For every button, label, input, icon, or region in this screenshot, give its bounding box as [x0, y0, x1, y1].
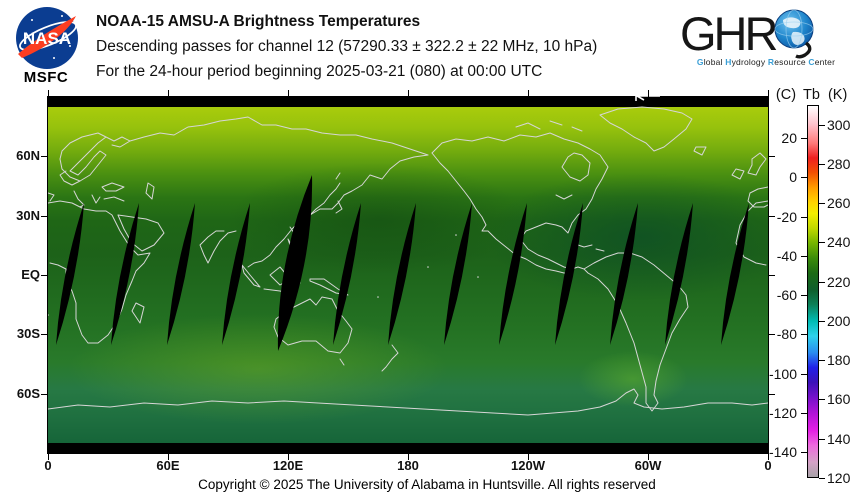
- lat-tick: [768, 334, 775, 336]
- data-gap-swath: [610, 203, 638, 345]
- lon-tick: [528, 453, 529, 460]
- kelvin-tick-label: 180: [827, 352, 851, 369]
- nasa-meatball-icon: NASA: [16, 7, 78, 69]
- lon-tick: [288, 453, 289, 460]
- lon-tick: [408, 453, 409, 460]
- subtitle-period: For the 24-hour period beginning 2025-03…: [96, 63, 543, 80]
- data-gap-swath: [56, 203, 84, 345]
- no-data-band-south: [48, 443, 768, 453]
- kelvin-tick: [819, 320, 825, 322]
- lon-tick: [48, 90, 49, 97]
- ghrc-wordmark: GHR: [680, 7, 778, 60]
- page-title: NOAA-15 AMSU-A Brightness Temperatures: [96, 13, 421, 30]
- kelvin-tick-label: 280: [827, 155, 851, 172]
- colorbar: [807, 105, 819, 478]
- lon-tick: [768, 90, 769, 97]
- lon-tick: [528, 90, 529, 97]
- kelvin-tick-label: 220: [827, 273, 851, 290]
- ghrc-tagline: Global Hydrology Resource Center: [696, 57, 836, 67]
- lat-tick: [768, 393, 775, 395]
- brightness-temperature-map: [47, 97, 804, 453]
- kelvin-tick: [819, 203, 825, 205]
- lon-label: 0: [44, 458, 52, 473]
- kelvin-tick-label: 140: [827, 430, 851, 447]
- nasa-word: NASA: [23, 29, 71, 48]
- kelvin-tick-label: 260: [827, 195, 851, 212]
- kelvin-tick: [819, 242, 825, 244]
- lon-label: 60W: [634, 458, 662, 473]
- lat-tick: [768, 215, 775, 217]
- kelvin-tick: [819, 163, 825, 165]
- lat-label: EQ: [21, 267, 40, 282]
- plot-titles: NOAA-15 AMSU-A Brightness Temperatures D…: [96, 9, 597, 84]
- lat-label: 30N: [16, 207, 40, 223]
- subtitle-channel: Descending passes for channel 12 (57290.…: [96, 38, 598, 55]
- data-gap-swath: [499, 203, 527, 345]
- msfc-label: MSFC: [23, 69, 69, 86]
- lat-tick: [768, 156, 775, 158]
- data-gap-swath: [111, 203, 139, 345]
- kelvin-tick: [819, 399, 825, 401]
- data-gap-swath: [167, 203, 195, 345]
- lat-tick: [41, 156, 48, 158]
- lat-label: 60N: [16, 148, 40, 164]
- kelvin-tick-label: 200: [827, 312, 851, 329]
- kelvin-tick: [819, 281, 825, 283]
- data-gap-swath: [333, 203, 361, 345]
- kelvin-tick-label: 300: [827, 116, 851, 133]
- lat-tick: [41, 393, 48, 395]
- lat-tick: [41, 215, 48, 217]
- pass-direction-arrow-icon: [634, 89, 662, 101]
- no-data-band-north: [48, 97, 768, 107]
- lat-tick: [41, 334, 48, 336]
- kelvin-tick-label: 240: [827, 234, 851, 251]
- data-gap-swath: [555, 203, 583, 345]
- kelvin-tick-label: 160: [827, 391, 851, 408]
- lat-label: 30S: [16, 326, 40, 342]
- map-plot: [47, 97, 804, 453]
- lon-tick: [168, 90, 169, 97]
- data-gap-swath: [721, 203, 749, 345]
- lon-tick: [48, 453, 49, 460]
- lat-tick: [41, 275, 48, 276]
- lon-tick: [408, 90, 409, 97]
- kelvin-tick: [819, 360, 825, 362]
- data-gap-swath: [277, 175, 313, 351]
- data-gap-swath: [388, 203, 416, 345]
- lat-label: 60S: [16, 385, 40, 401]
- lon-label: 0: [764, 458, 772, 473]
- lon-tick: [288, 90, 289, 97]
- kelvin-tick: [819, 438, 825, 440]
- lon-label: 60E: [156, 458, 180, 473]
- data-gap-swath: [444, 203, 472, 345]
- colorbar-kelvin-header: Tb (K): [803, 87, 848, 103]
- nasa-logo: NASA: [12, 6, 82, 75]
- data-gap-swath: [222, 203, 250, 345]
- kelvin-tick: [819, 124, 825, 126]
- copyright: Copyright © 2025 The University of Alaba…: [198, 477, 656, 492]
- lat-tick: [768, 275, 775, 276]
- lon-tick: [768, 453, 769, 460]
- data-gap-swath: [665, 203, 693, 345]
- lon-tick: [648, 453, 649, 460]
- lon-label: 120W: [511, 458, 545, 473]
- colorbar-celsius-header: (C): [775, 87, 797, 103]
- lon-label: 120E: [272, 458, 304, 473]
- ghrc-logo: GHR Global Hydrology Resource Center: [680, 7, 852, 68]
- ghrc-globe-icon: [774, 9, 814, 59]
- lon-tick: [168, 453, 169, 460]
- lon-label: 180: [397, 458, 419, 473]
